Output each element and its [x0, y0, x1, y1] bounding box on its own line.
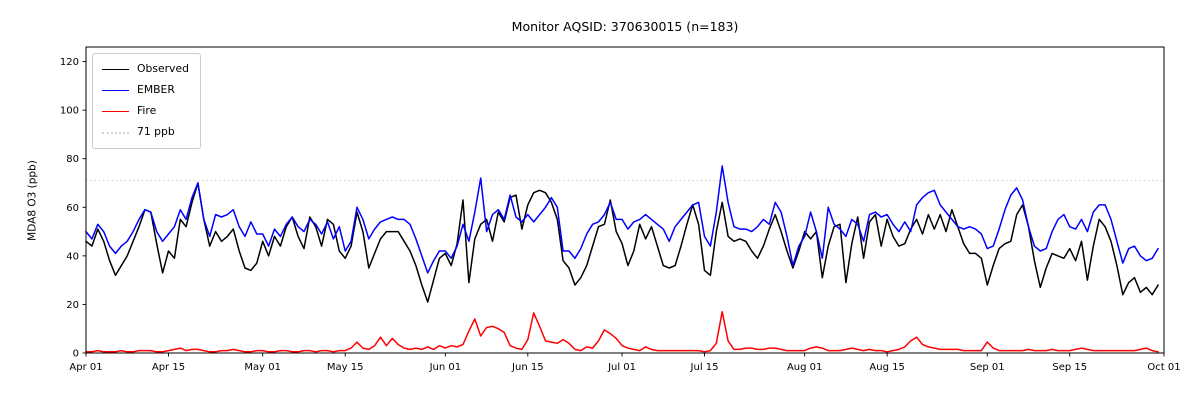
- legend-item-71ppb: 71 ppb: [102, 122, 189, 143]
- legend-ember-label: EMBER: [137, 83, 175, 97]
- x-tick-label: Aug 15: [869, 362, 904, 373]
- chart-title: Monitor AQSID: 370630015 (n=183): [511, 19, 739, 34]
- y-tick-label: 0: [73, 349, 79, 360]
- legend-observed-label: Observed: [137, 62, 189, 76]
- legend: Observed EMBER Fire 71 ppb: [92, 53, 201, 149]
- y-tick-label: 100: [60, 106, 79, 117]
- ember-line: [85, 165, 1159, 274]
- y-axis-label: MDA8 O3 (ppb): [26, 160, 39, 241]
- x-tick-label: Jun 01: [429, 362, 462, 373]
- x-tick-label: May 15: [327, 362, 364, 373]
- legend-ember-line-icon: [102, 90, 129, 91]
- legend-item-fire: Fire: [102, 101, 189, 122]
- legend-fire-line-icon: [102, 111, 129, 112]
- x-tick-label: Jul 01: [607, 362, 636, 373]
- x-tick-label: May 01: [244, 362, 281, 373]
- legend-fire-label: Fire: [137, 104, 157, 118]
- observed-line: [85, 182, 1159, 303]
- x-tick-label: Aug 01: [787, 362, 822, 373]
- y-tick-label: 20: [66, 300, 79, 311]
- plot-border: [85, 46, 1165, 354]
- x-tick-label: Jun 15: [511, 362, 544, 373]
- x-tick-label: Apr 15: [152, 362, 185, 373]
- y-tick-label: 80: [66, 154, 79, 165]
- y-tick-label: 60: [66, 203, 79, 214]
- y-tick-label: 40: [66, 251, 79, 262]
- legend-71ppb-label: 71 ppb: [137, 125, 175, 139]
- y-tick-label: 120: [60, 57, 79, 68]
- fire-line: [85, 310, 1159, 353]
- x-tick-label: Apr 01: [69, 362, 102, 373]
- legend-item-observed: Observed: [102, 59, 189, 80]
- x-tick-label: Sep 01: [970, 362, 1005, 373]
- x-tick-label: Oct 01: [1147, 362, 1180, 373]
- x-tick-label: Sep 15: [1052, 362, 1087, 373]
- legend-item-ember: EMBER: [102, 80, 189, 101]
- legend-observed-line-icon: [102, 69, 129, 70]
- x-tick-label: Jul 15: [690, 362, 719, 373]
- legend-71ppb-line-icon: [102, 131, 129, 134]
